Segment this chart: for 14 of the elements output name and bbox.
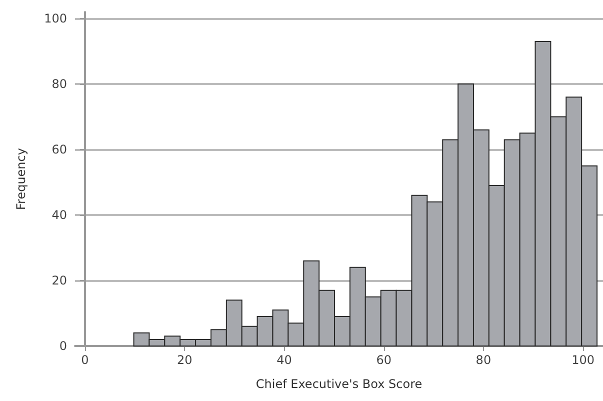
x-tick-label: 100 — [572, 353, 595, 367]
x-tick-label: 60 — [376, 353, 392, 367]
x-tick-label: 80 — [476, 353, 492, 367]
x-tick-label: 0 — [81, 353, 89, 367]
y-tick-label: 80 — [52, 77, 67, 92]
x-tick-label: 40 — [276, 353, 292, 367]
y-tick-label: 20 — [52, 274, 67, 288]
y-tick-label: 100 — [44, 12, 67, 26]
x-axis-title: Chief Executive's Box Score — [256, 377, 422, 391]
y-tick-label: 0 — [59, 339, 67, 353]
y-axis-title: Frequency — [14, 148, 28, 210]
y-tick-label: 40 — [52, 208, 67, 222]
x-tick-label: 20 — [176, 353, 192, 367]
y-tick-label: 60 — [52, 142, 67, 157]
